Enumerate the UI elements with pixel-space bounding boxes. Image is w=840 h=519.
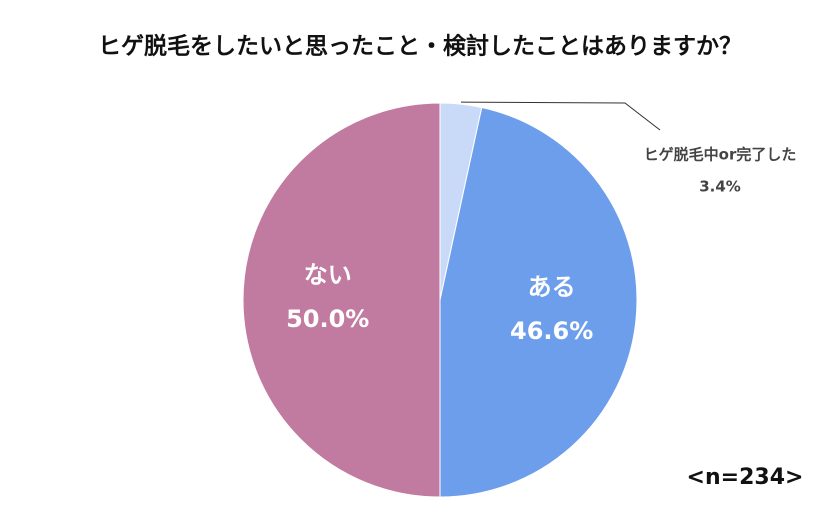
slice-label: ヒゲ脱毛中or完了した [644, 146, 797, 164]
sample-size: <n=234> [687, 465, 804, 490]
slice-label: ない [304, 261, 352, 289]
pie-slice [439, 106, 638, 498]
chart-title: ヒゲ脱毛をしたいと思ったこと・検討したことはありますか？ [98, 33, 742, 60]
slice-label: ある [528, 273, 576, 301]
value-label: 46.6% [510, 317, 593, 345]
value-label: 3.4% [699, 178, 741, 196]
leader-line [460, 101, 661, 131]
pie-slice [242, 102, 441, 498]
value-label: 50.0% [286, 305, 369, 333]
